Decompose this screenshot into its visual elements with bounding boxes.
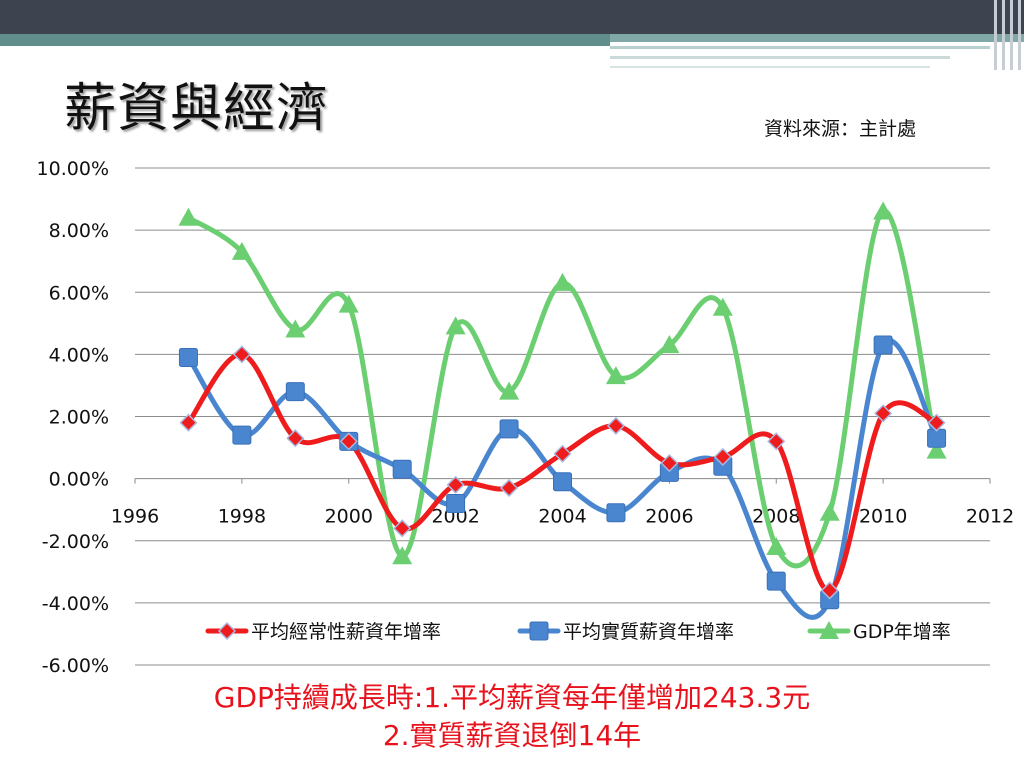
x-tick-label: 2002 — [431, 506, 479, 528]
data-point-triangle — [392, 546, 413, 565]
legend-marker-diamond — [217, 621, 237, 641]
data-point-triangle — [445, 316, 466, 335]
x-tick-label: 1996 — [111, 506, 159, 528]
data-point-diamond — [660, 454, 679, 473]
data-point-square — [873, 335, 893, 355]
series-markers — [178, 201, 947, 610]
data-point-triangle — [552, 272, 573, 291]
data-point-diamond — [339, 432, 358, 451]
chart-grid — [134, 167, 991, 666]
series-line — [185, 338, 940, 620]
y-tick-label: 2.00% — [49, 407, 109, 429]
header-bar — [0, 0, 1024, 34]
data-point-triangle — [926, 440, 947, 459]
legend-label: 平均經常性薪資年增率 — [251, 621, 441, 643]
data-point-diamond — [179, 413, 198, 432]
legend-label: 平均實質薪資年增率 — [563, 621, 734, 643]
data-point-diamond — [553, 444, 572, 463]
data-point-diamond — [446, 475, 465, 494]
source-label: 資料來源：主計處 — [764, 118, 917, 140]
y-tick-label: 10.00% — [37, 158, 109, 180]
y-axis-ticks: 10.00% 8.00% 6.00% 4.00% 2.00% 0.00% -2.00% -4.… — [37, 158, 109, 677]
data-point-triangle — [231, 241, 252, 260]
header-stripe-right — [610, 34, 1024, 42]
data-point-square — [392, 459, 412, 479]
chart-legend: 平均經常性薪資年增率 平均實質薪資年增率 GDP年增率 — [205, 621, 951, 643]
data-point-square — [927, 428, 947, 448]
data-point-diamond — [500, 478, 519, 498]
header-decor-line — [610, 66, 930, 68]
y-tick-label: -4.00% — [42, 593, 109, 615]
page-title: 薪資與經濟 — [64, 79, 330, 139]
data-point-triangle — [659, 335, 680, 354]
header-decor-vline — [1018, 0, 1021, 70]
header-decor-vline — [1002, 0, 1005, 70]
legend-marker-square — [529, 621, 549, 641]
x-tick-label: 2004 — [538, 506, 586, 528]
header-decor-vline — [994, 0, 997, 70]
legend-marker-triangle — [819, 621, 839, 639]
data-point-square — [232, 425, 252, 445]
data-point-triangle — [285, 319, 306, 338]
data-point-diamond — [820, 581, 839, 600]
data-point-square — [553, 472, 572, 492]
x-tick-label: 1998 — [218, 506, 266, 528]
data-point-square — [285, 382, 305, 402]
legend-label: GDP年增率 — [853, 621, 951, 643]
x-tick-label: 2008 — [752, 506, 800, 528]
data-point-diamond — [393, 519, 412, 538]
header-stripe — [0, 34, 610, 46]
note-line-2: 2.實質薪資退倒14年 — [382, 719, 642, 752]
header-decor-line — [610, 56, 950, 59]
y-tick-label: 0.00% — [49, 469, 109, 491]
data-point-triangle — [499, 381, 520, 400]
data-point-square — [766, 571, 786, 591]
y-tick-label: 6.00% — [49, 282, 109, 304]
data-point-diamond — [606, 416, 625, 435]
x-axis-ticks: 1996 1998 2000 2002 2004 2006 2008 2010 2012 — [111, 506, 1014, 528]
data-point-square — [178, 347, 198, 367]
x-tick-label: 2012 — [966, 506, 1014, 528]
data-point-square — [606, 503, 626, 523]
data-point-diamond — [713, 447, 732, 466]
data-point-diamond — [232, 345, 251, 364]
note-line-1: GDP持續成長時:1.平均薪資每年僅增加243.3元 — [213, 681, 811, 714]
y-tick-label: 8.00% — [49, 220, 109, 242]
data-point-diamond — [767, 432, 786, 451]
data-point-square — [446, 493, 466, 513]
data-point-square — [499, 419, 519, 439]
x-tick-label: 2006 — [645, 506, 693, 528]
y-tick-label: -2.00% — [42, 531, 109, 553]
data-point-triangle — [873, 201, 894, 220]
y-tick-label: 4.00% — [49, 344, 109, 366]
header-decor-line — [610, 46, 990, 49]
header-decor-vline — [1010, 0, 1013, 70]
data-point-triangle — [338, 294, 359, 313]
data-point-triangle — [605, 366, 626, 385]
data-point-diamond — [927, 413, 946, 432]
data-point-diamond — [874, 404, 893, 423]
data-point-diamond — [286, 429, 305, 448]
y-tick-label: -6.00% — [42, 655, 109, 677]
data-point-triangle — [712, 297, 733, 316]
x-tick-label: 2000 — [325, 506, 373, 528]
data-point-triangle — [819, 502, 840, 521]
series-lines — [185, 208, 940, 620]
x-tick-label: 2010 — [859, 506, 907, 528]
data-point-triangle — [766, 536, 787, 555]
data-point-triangle — [178, 207, 199, 226]
